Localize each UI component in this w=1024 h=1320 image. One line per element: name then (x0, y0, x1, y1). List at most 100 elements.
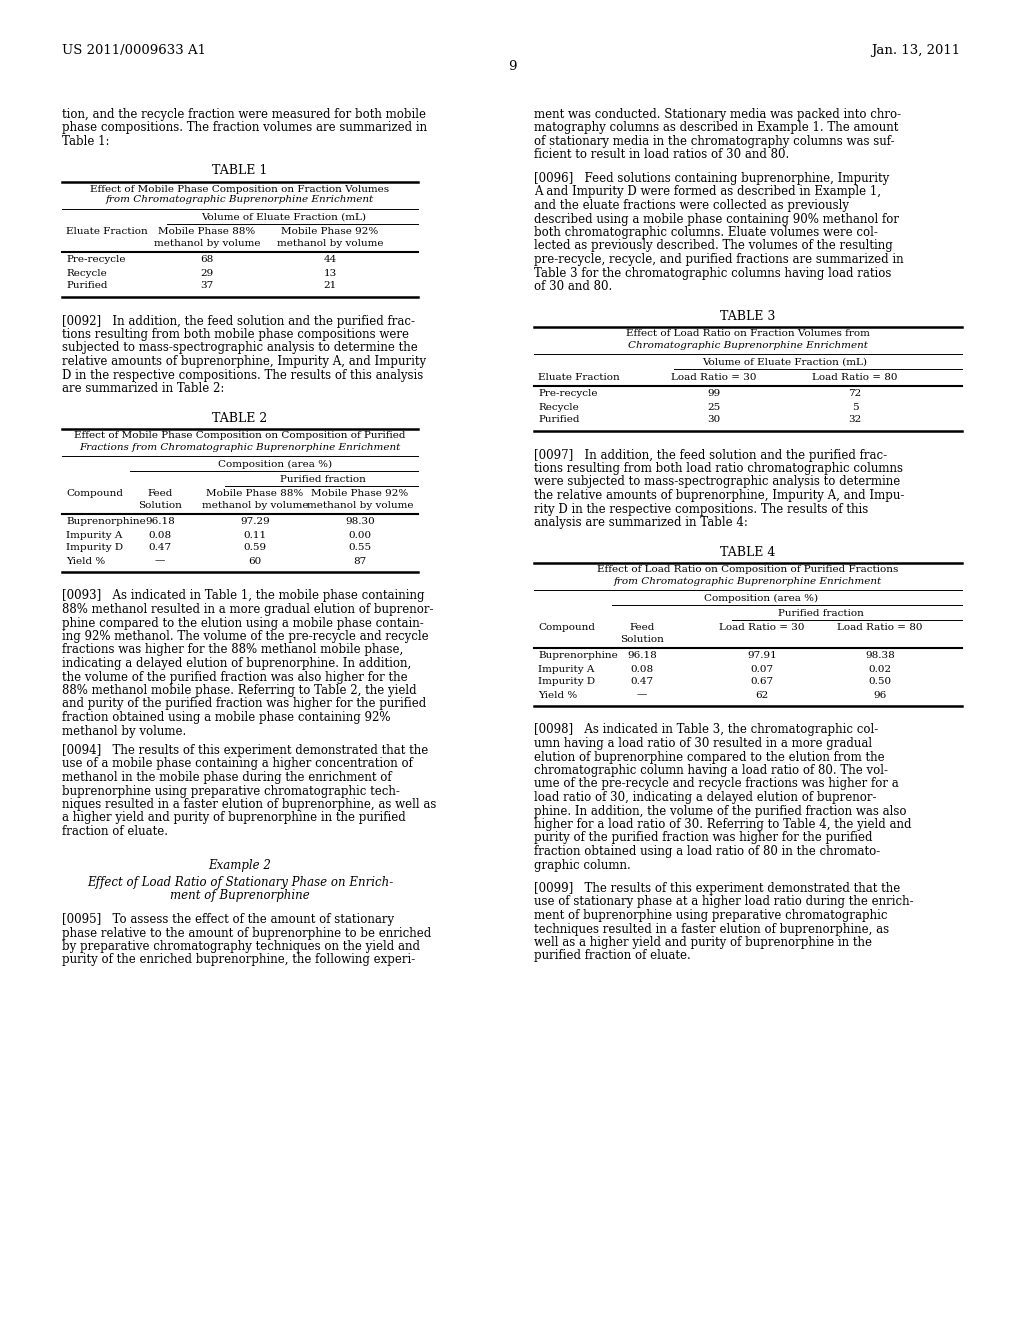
Text: load ratio of 30, indicating a delayed elution of buprenor-: load ratio of 30, indicating a delayed e… (534, 791, 877, 804)
Text: Feed: Feed (147, 490, 173, 499)
Text: Load Ratio = 30: Load Ratio = 30 (719, 623, 805, 632)
Text: Table 3 for the chromatographic columns having load ratios: Table 3 for the chromatographic columns … (534, 267, 891, 280)
Text: Load Ratio = 80: Load Ratio = 80 (838, 623, 923, 632)
Text: Yield %: Yield % (66, 557, 105, 565)
Text: methanol by volume: methanol by volume (276, 239, 383, 248)
Text: graphic column.: graphic column. (534, 858, 631, 871)
Text: Buprenorphine: Buprenorphine (538, 652, 617, 660)
Text: use of stationary phase at a higher load ratio during the enrich-: use of stationary phase at a higher load… (534, 895, 913, 908)
Text: matography columns as described in Example 1. The amount: matography columns as described in Examp… (534, 121, 898, 135)
Text: TABLE 3: TABLE 3 (720, 309, 776, 322)
Text: analysis are summarized in Table 4:: analysis are summarized in Table 4: (534, 516, 748, 529)
Text: [0093]   As indicated in Table 1, the mobile phase containing: [0093] As indicated in Table 1, the mobi… (62, 590, 425, 602)
Text: of stationary media in the chromatography columns was suf-: of stationary media in the chromatograph… (534, 135, 895, 148)
Text: 32: 32 (848, 416, 861, 425)
Text: Effect of Load Ratio of Stationary Phase on Enrich-: Effect of Load Ratio of Stationary Phase… (87, 876, 393, 888)
Text: and purity of the purified fraction was higher for the purified: and purity of the purified fraction was … (62, 697, 426, 710)
Text: 96: 96 (873, 690, 887, 700)
Text: tion, and the recycle fraction were measured for both mobile: tion, and the recycle fraction were meas… (62, 108, 426, 121)
Text: [0096]   Feed solutions containing buprenorphine, Impurity: [0096] Feed solutions containing bupreno… (534, 172, 889, 185)
Text: methanol by volume: methanol by volume (154, 239, 260, 248)
Text: Impurity A: Impurity A (66, 531, 123, 540)
Text: phine compared to the elution using a mobile phase contain-: phine compared to the elution using a mo… (62, 616, 424, 630)
Text: 0.59: 0.59 (244, 544, 266, 553)
Text: Jan. 13, 2011: Jan. 13, 2011 (870, 44, 961, 57)
Text: 44: 44 (324, 256, 337, 264)
Text: 5: 5 (852, 403, 858, 412)
Text: by preparative chromatography techniques on the yield and: by preparative chromatography techniques… (62, 940, 420, 953)
Text: 96.18: 96.18 (145, 517, 175, 527)
Text: —: — (155, 557, 165, 565)
Text: phase compositions. The fraction volumes are summarized in: phase compositions. The fraction volumes… (62, 121, 427, 135)
Text: Composition (area %): Composition (area %) (218, 459, 332, 469)
Text: Load Ratio = 30: Load Ratio = 30 (672, 372, 757, 381)
Text: Volume of Eluate Fraction (mL): Volume of Eluate Fraction (mL) (702, 358, 867, 367)
Text: ficient to result in load ratios of 30 and 80.: ficient to result in load ratios of 30 a… (534, 149, 790, 161)
Text: 9: 9 (508, 59, 516, 73)
Text: 0.55: 0.55 (348, 544, 372, 553)
Text: Load Ratio = 80: Load Ratio = 80 (812, 372, 898, 381)
Text: A and Impurity D were formed as described in Example 1,: A and Impurity D were formed as describe… (534, 186, 881, 198)
Text: 13: 13 (324, 268, 337, 277)
Text: ment of buprenorphine using preparative chromatographic: ment of buprenorphine using preparative … (534, 909, 888, 921)
Text: Mobile Phase 92%: Mobile Phase 92% (311, 490, 409, 499)
Text: from Chromatographic Buprenorphine Enrichment: from Chromatographic Buprenorphine Enric… (614, 577, 882, 586)
Text: Compound: Compound (66, 490, 123, 499)
Text: methanol by volume.: methanol by volume. (62, 725, 186, 738)
Text: well as a higher yield and purity of buprenorphine in the: well as a higher yield and purity of bup… (534, 936, 872, 949)
Text: Solution: Solution (138, 500, 182, 510)
Text: 97.29: 97.29 (240, 517, 270, 527)
Text: 0.08: 0.08 (148, 531, 172, 540)
Text: Table 1:: Table 1: (62, 135, 110, 148)
Text: elution of buprenorphine compared to the elution from the: elution of buprenorphine compared to the… (534, 751, 885, 763)
Text: 60: 60 (249, 557, 261, 565)
Text: 30: 30 (708, 416, 721, 425)
Text: techniques resulted in a faster elution of buprenorphine, as: techniques resulted in a faster elution … (534, 923, 889, 936)
Text: 62: 62 (756, 690, 769, 700)
Text: 37: 37 (201, 281, 214, 290)
Text: Eluate Fraction: Eluate Fraction (66, 227, 147, 236)
Text: 0.47: 0.47 (148, 544, 172, 553)
Text: Composition (area %): Composition (area %) (703, 594, 818, 603)
Text: [0099]   The results of this experiment demonstrated that the: [0099] The results of this experiment de… (534, 882, 900, 895)
Text: 99: 99 (708, 389, 721, 399)
Text: 68: 68 (201, 256, 214, 264)
Text: the relative amounts of buprenorphine, Impurity A, and Impu-: the relative amounts of buprenorphine, I… (534, 488, 904, 502)
Text: 21: 21 (324, 281, 337, 290)
Text: niques resulted in a faster elution of buprenorphine, as well as: niques resulted in a faster elution of b… (62, 799, 436, 810)
Text: 0.02: 0.02 (868, 664, 892, 673)
Text: and the eluate fractions were collected as previously: and the eluate fractions were collected … (534, 199, 849, 213)
Text: phine. In addition, the volume of the purified fraction was also: phine. In addition, the volume of the pu… (534, 804, 906, 817)
Text: tions resulting from both mobile phase compositions were: tions resulting from both mobile phase c… (62, 327, 409, 341)
Text: Solution: Solution (621, 635, 664, 644)
Text: both chromatographic columns. Eluate volumes were col-: both chromatographic columns. Eluate vol… (534, 226, 878, 239)
Text: [0095]   To assess the effect of the amount of stationary: [0095] To assess the effect of the amoun… (62, 913, 394, 927)
Text: Effect of Load Ratio on Fraction Volumes from: Effect of Load Ratio on Fraction Volumes… (626, 330, 870, 338)
Text: Compound: Compound (538, 623, 595, 632)
Text: Mobile Phase 88%: Mobile Phase 88% (207, 490, 304, 499)
Text: 0.67: 0.67 (751, 677, 773, 686)
Text: from Chromatographic Buprenorphine Enrichment: from Chromatographic Buprenorphine Enric… (105, 195, 374, 205)
Text: were subjected to mass-spectrographic analysis to determine: were subjected to mass-spectrographic an… (534, 475, 900, 488)
Text: purity of the purified fraction was higher for the purified: purity of the purified fraction was high… (534, 832, 872, 845)
Text: fractions was higher for the 88% methanol mobile phase,: fractions was higher for the 88% methano… (62, 644, 403, 656)
Text: Effect of Mobile Phase Composition on Composition of Purified: Effect of Mobile Phase Composition on Co… (75, 432, 406, 441)
Text: 98.30: 98.30 (345, 517, 375, 527)
Text: are summarized in Table 2:: are summarized in Table 2: (62, 381, 224, 395)
Text: Example 2: Example 2 (209, 858, 271, 871)
Text: TABLE 4: TABLE 4 (720, 545, 776, 558)
Text: Feed: Feed (630, 623, 654, 632)
Text: Chromatographic Buprenorphine Enrichment: Chromatographic Buprenorphine Enrichment (628, 341, 868, 350)
Text: 98.38: 98.38 (865, 652, 895, 660)
Text: [0097]   In addition, the feed solution and the purified frac-: [0097] In addition, the feed solution an… (534, 449, 887, 462)
Text: buprenorphine using preparative chromatographic tech-: buprenorphine using preparative chromato… (62, 784, 400, 797)
Text: Recycle: Recycle (538, 403, 579, 412)
Text: Yield %: Yield % (538, 690, 578, 700)
Text: methanol by volume: methanol by volume (202, 500, 308, 510)
Text: Eluate Fraction: Eluate Fraction (538, 372, 620, 381)
Text: Purified fraction: Purified fraction (778, 609, 864, 618)
Text: higher for a load ratio of 30. Referring to Table 4, the yield and: higher for a load ratio of 30. Referring… (534, 818, 911, 832)
Text: purity of the enriched buprenorphine, the following experi-: purity of the enriched buprenorphine, th… (62, 953, 416, 966)
Text: Pre-recycle: Pre-recycle (538, 389, 597, 399)
Text: 0.08: 0.08 (631, 664, 653, 673)
